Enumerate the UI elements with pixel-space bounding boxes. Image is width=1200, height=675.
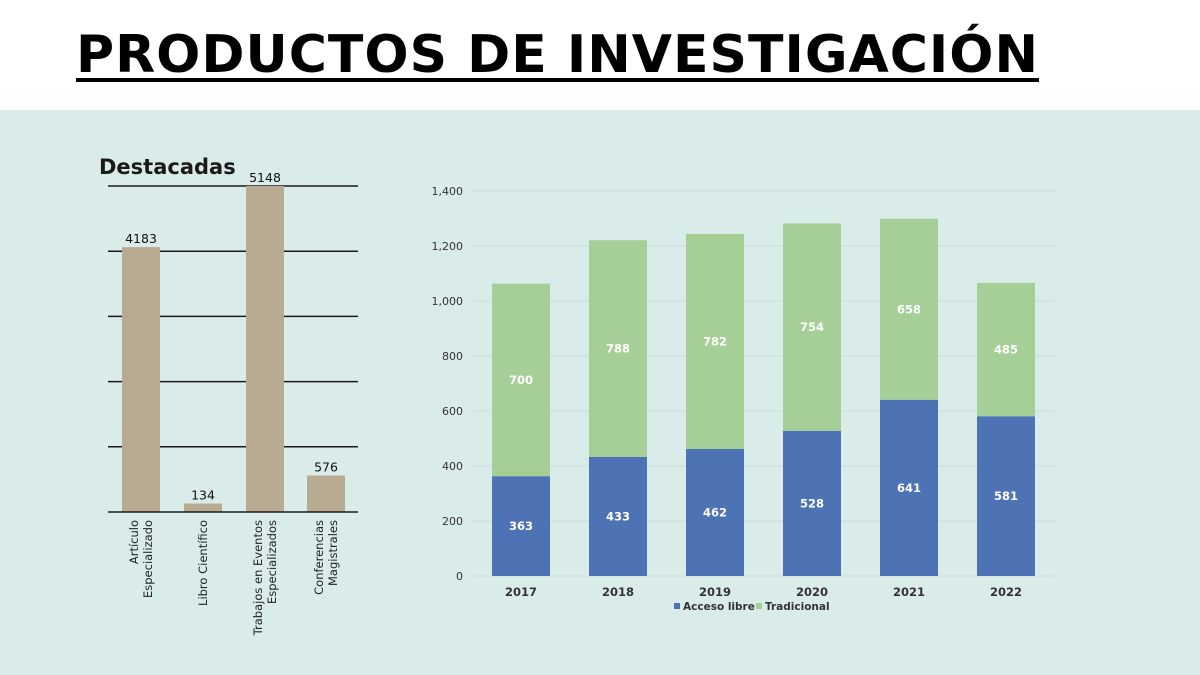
bar-acceso-libre [880,399,938,576]
data-label: 5148 [249,170,281,185]
data-label: 4183 [125,231,157,246]
bar-destacadas [122,247,160,512]
bar-destacadas [246,186,284,512]
data-label: 641 [897,481,921,495]
tick-label-group: Trabajos en Eventos Especializados [251,520,279,636]
legend-label: Acceso libre [683,601,755,613]
bar-acceso-libre [492,476,550,576]
bar-tradicional [880,218,938,400]
x-tick-label: 2021 [893,585,925,599]
bar-acceso-libre [783,430,841,576]
data-label: 581 [994,489,1018,503]
legend-swatch-acceso-libre [674,603,680,609]
page-title: PRODUCTOS DE INVESTIGACIÓN [76,25,1039,85]
legend-label: Tradicional [765,601,830,613]
data-label: 576 [314,460,338,475]
data-label: 754 [800,320,824,334]
y-tick-label: 0 [456,570,463,583]
content-panel: Destacadas 4183 134 5148 576 Artículo Especial… [0,110,1200,675]
data-label: 788 [606,342,630,356]
bar-tradicional [977,282,1035,417]
data-label: 700 [509,373,533,387]
x-tick-label: 2022 [990,585,1022,599]
tick-label-group: Artículo Especializado [127,520,155,598]
tick-label: Magistrales [326,520,340,586]
data-label: 462 [703,505,727,519]
y-tick-label: 600 [442,405,463,418]
x-tick-label: 2019 [699,585,731,599]
y-tick-label: 1,400 [432,185,464,198]
tick-label-group: Conferencias Magistrales [312,520,340,595]
annual-products-chart: 0 200 400 600 800 1,000 1,200 1,400 363 700 2017 43… [432,185,1055,613]
y-tick-label: 800 [442,350,463,363]
data-label: 658 [897,302,921,316]
data-label: 782 [703,334,727,348]
bar-tradicional [492,283,550,477]
data-label: 134 [191,488,215,503]
bar-acceso-libre [977,416,1035,576]
legend-swatch-tradicional [756,603,762,609]
tick-label: Conferencias [312,520,326,595]
data-label: 433 [606,509,630,523]
bar-destacadas [184,503,222,512]
bar-tradicional [686,233,744,449]
bar-acceso-libre [686,448,744,576]
tick-label: Libro Científico [196,520,210,606]
tick-label: Especializados [265,520,279,604]
bar-acceso-libre [589,456,647,576]
tick-label: Especializado [141,520,155,598]
x-tick-label: 2018 [602,585,634,599]
data-label: 485 [994,343,1018,357]
bar-destacadas [307,475,345,512]
x-tick-label: 2020 [796,585,828,599]
chart-title: Destacadas [99,155,236,179]
y-tick-label: 400 [442,460,463,473]
y-tick-label: 200 [442,515,463,528]
tick-label: Artículo [127,520,141,564]
x-tick-label: 2017 [505,585,537,599]
y-tick-label: 1,200 [432,240,464,253]
header: PRODUCTOS DE INVESTIGACIÓN [0,0,1200,110]
tick-label: Trabajos en Eventos [251,520,265,636]
bar-tradicional [589,240,647,457]
bar-tradicional [783,223,841,431]
data-label: 363 [509,519,533,533]
data-label: 528 [800,496,824,510]
tick-label-group: Libro Científico [196,520,210,606]
y-tick-label: 1,000 [432,295,464,308]
